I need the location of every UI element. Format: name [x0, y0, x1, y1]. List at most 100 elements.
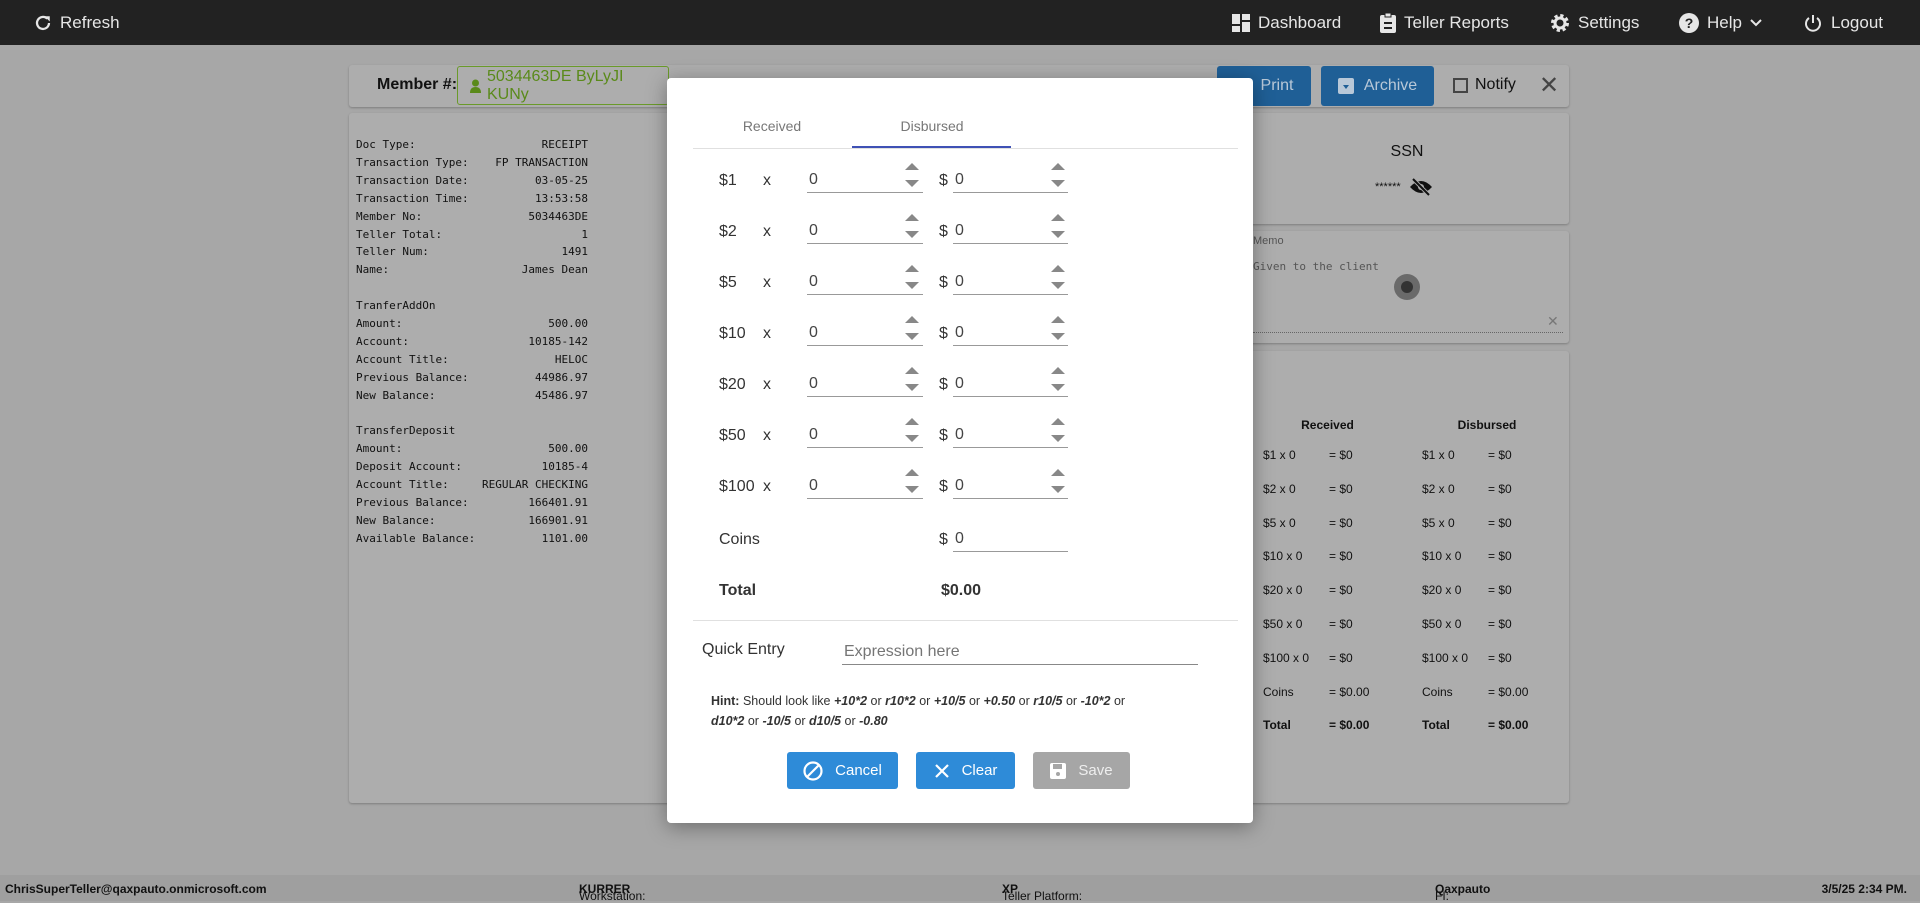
notify-checkbox[interactable]: Notify	[1453, 76, 1516, 94]
tab-received[interactable]: Received	[742, 118, 802, 134]
gear-icon	[1550, 13, 1570, 33]
receipt-key: Previous Balance:	[356, 496, 469, 509]
count-spinner-icon[interactable]	[905, 212, 919, 240]
times-sign: x	[763, 325, 771, 342]
nav-settings[interactable]: Settings	[1550, 0, 1639, 45]
refresh-button[interactable]: Refresh	[34, 0, 120, 45]
nav-dashboard[interactable]: Dashboard	[1232, 0, 1341, 45]
total-label: Total	[719, 582, 757, 599]
receipt-key: Member No:	[356, 209, 423, 223]
amount-spinner-icon[interactable]	[1051, 416, 1065, 444]
user-icon	[470, 79, 481, 93]
receipt-line	[356, 407, 588, 425]
denomination-amount-input[interactable]	[953, 218, 1068, 244]
count-spinner-icon[interactable]	[905, 416, 919, 444]
summary-disbursed-header: Disbursed	[1457, 418, 1517, 432]
hint-separator: or	[1113, 694, 1126, 708]
amount-spinner-icon[interactable]	[1051, 314, 1065, 342]
memo-text[interactable]: Given to the client	[1253, 260, 1379, 273]
receipt-line: Previous Balance: 44986.97	[356, 371, 588, 389]
denomination-label: $10	[719, 325, 746, 342]
coins-input[interactable]	[953, 526, 1068, 552]
hint-separator: or	[870, 694, 882, 708]
summary-received-amount: = $0	[1329, 549, 1353, 564]
denomination-count-input[interactable]	[807, 371, 923, 397]
checkbox-box[interactable]	[1453, 77, 1468, 93]
hint-separator: or	[968, 694, 981, 708]
denomination-amount-input[interactable]	[953, 422, 1068, 448]
count-spinner-icon[interactable]	[905, 314, 919, 342]
denomination-count-input[interactable]	[807, 320, 923, 346]
amount-spinner-icon[interactable]	[1051, 263, 1065, 291]
summary-disbursed-amount: = $0.00	[1488, 684, 1529, 699]
denomination-amount-input[interactable]	[953, 371, 1068, 397]
count-spinner-icon[interactable]	[905, 263, 919, 291]
receipt-line: Name: James Dean	[356, 263, 588, 281]
amount-spinner-icon[interactable]	[1051, 365, 1065, 393]
denomination-amount-input[interactable]	[953, 473, 1068, 499]
count-spinner-icon[interactable]	[905, 467, 919, 495]
cancel-button[interactable]: Cancel	[787, 752, 898, 789]
receipt-key: Transaction Type:	[356, 155, 469, 169]
receipt-line: Account Title: HELOC	[356, 353, 588, 371]
member-number-field[interactable]: 5034463DE ByLyJI KUNy	[457, 66, 669, 105]
summary-disbursed-amount: = $0	[1488, 583, 1512, 598]
receipt-value: REGULAR CHECKING	[482, 478, 588, 492]
amount-spinner-icon[interactable]	[1051, 467, 1065, 495]
receipt-key: New Balance:	[356, 513, 436, 527]
close-icon[interactable]: ✕	[1539, 72, 1560, 99]
eye-slash-icon[interactable]	[1409, 177, 1433, 197]
times-sign: x	[763, 223, 771, 240]
hint-text: Hint: Should look like +10*2 or r10*2 or…	[711, 691, 1221, 731]
denomination-label: $5	[719, 274, 737, 291]
times-sign: x	[763, 274, 771, 291]
help-label: Help	[1707, 12, 1742, 32]
summary-received-item: $5 x 0	[1263, 515, 1296, 530]
archive-button[interactable]: Archive	[1321, 66, 1434, 106]
active-tab-indicator	[852, 146, 1011, 148]
denomination-count-input[interactable]	[807, 218, 923, 244]
amount-spinner-icon[interactable]	[1051, 212, 1065, 240]
count-spinner-icon[interactable]	[905, 365, 919, 393]
receipt-key: Amount:	[356, 442, 403, 456]
quick-entry-input[interactable]	[842, 639, 1198, 665]
denomination-amount-input[interactable]	[953, 320, 1068, 346]
denomination-amount-input[interactable]	[953, 269, 1068, 295]
denomination-count-input[interactable]	[807, 167, 923, 193]
section-divider	[693, 620, 1238, 621]
receipt-value: James Dean	[521, 263, 588, 277]
receipt-key: Amount:	[356, 317, 403, 330]
logout-button[interactable]: Logout	[1803, 0, 1883, 45]
receipt-line: Doc Type: RECEIPT	[356, 138, 588, 156]
nav-teller-reports[interactable]: Teller Reports	[1380, 0, 1509, 45]
summary-received-amount: = $0	[1329, 617, 1353, 631]
denomination-count-input[interactable]	[807, 473, 923, 499]
platform-label: Teller Platform:	[1002, 889, 1083, 903]
clear-button[interactable]: Clear	[916, 752, 1015, 789]
receipt-key: Teller Num:	[356, 245, 429, 259]
denomination-count-input[interactable]	[807, 422, 923, 448]
ssn-label: SSN	[1390, 143, 1424, 160]
tab-disbursed[interactable]: Disbursed	[900, 118, 964, 134]
receipt-value: 10185-4	[541, 460, 588, 474]
top-nav-bar: Refresh Dashboard Teller Reports Setting…	[0, 0, 1920, 45]
denomination-count-input[interactable]	[807, 269, 923, 295]
receipt-value: 44986.97	[535, 370, 588, 384]
summary-received-item: $20 x 0	[1263, 583, 1303, 598]
receipt-key: New Balance:	[356, 388, 436, 402]
record-icon[interactable]	[1394, 274, 1420, 300]
denomination-label: $50	[719, 427, 746, 444]
count-spinner-icon[interactable]	[905, 161, 919, 189]
summary-disbursed-amount: = $0	[1488, 515, 1512, 530]
summary-disbursed-item: $1 x 0	[1422, 448, 1455, 462]
denomination-amount-input[interactable]	[953, 167, 1068, 193]
receipt-key: Account Title:	[356, 352, 449, 366]
save-button[interactable]: Save	[1033, 752, 1130, 789]
amount-spinner-icon[interactable]	[1051, 161, 1065, 189]
nav-help[interactable]: ? Help	[1679, 0, 1762, 45]
dollar-sign: $	[939, 376, 948, 393]
receipt-key: Previous Balance:	[356, 370, 469, 384]
receipt-line: New Balance: 166901.91	[356, 514, 588, 532]
clear-memo-icon[interactable]: ✕	[1547, 313, 1559, 329]
receipt-value: 03-05-25	[535, 173, 588, 187]
